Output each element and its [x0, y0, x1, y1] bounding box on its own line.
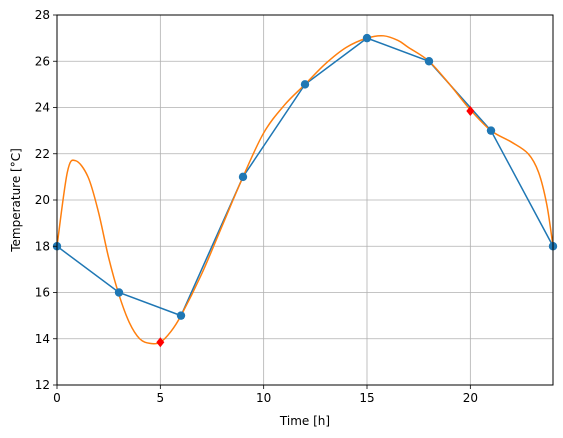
x-tick-label: 0	[53, 391, 61, 405]
y-tick-label: 14	[35, 332, 50, 346]
series-layer	[52, 33, 558, 348]
y-axis-label: Temperature [°C]	[9, 148, 23, 253]
x-tick-label: 15	[359, 391, 374, 405]
diamond-marker	[466, 105, 475, 116]
y-tick-label: 22	[35, 147, 50, 161]
y-tick-label: 28	[35, 8, 50, 22]
y-tick-label: 12	[35, 378, 50, 392]
measured-point	[238, 172, 248, 182]
y-tick-label: 16	[35, 286, 50, 300]
measured-point	[362, 33, 372, 43]
measured-point	[424, 57, 434, 66]
x-tick-label: 5	[157, 391, 165, 405]
y-tick-label: 26	[35, 54, 50, 68]
measured-point	[300, 80, 310, 89]
diamond-marker	[156, 337, 165, 348]
measured-point	[176, 311, 186, 320]
y-tick-label: 18	[35, 239, 50, 253]
y-tick-label: 20	[35, 193, 50, 207]
y-tick-label: 24	[35, 101, 50, 115]
x-tick-label: 20	[463, 391, 478, 405]
x-axis-label: Time [h]	[279, 414, 330, 428]
interpolated-series-curve	[57, 34, 553, 345]
x-tick-label: 10	[256, 391, 271, 405]
axis-ticks: 0 5 10 15 20 12 14 16 18 20 22 24 26 28	[35, 8, 478, 405]
measured-point	[114, 288, 124, 297]
measured-point	[486, 126, 496, 135]
